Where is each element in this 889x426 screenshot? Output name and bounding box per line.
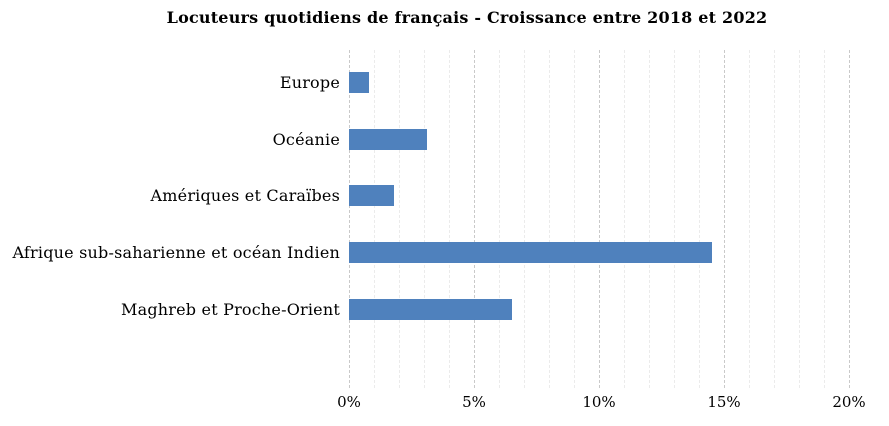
minor-gridline (449, 50, 450, 388)
category-label: Amériques et Caraïbes (150, 186, 340, 205)
bar (349, 129, 427, 150)
plot-area (349, 50, 850, 388)
value-axis: 0% 5% 10% 15% 20% (0, 393, 889, 415)
minor-gridline (774, 50, 775, 388)
x-tick-label: 15% (707, 393, 741, 411)
bar (349, 299, 512, 320)
minor-gridline (499, 50, 500, 388)
minor-gridline (699, 50, 700, 388)
minor-gridline (574, 50, 575, 388)
bar (349, 185, 394, 206)
category-label: Europe (279, 73, 340, 92)
minor-gridline (399, 50, 400, 388)
category-label: Océanie (272, 130, 340, 149)
major-gridline (724, 50, 725, 388)
chart-title: Locuteurs quotidiens de français - Crois… (166, 8, 768, 27)
major-gridline (474, 50, 475, 388)
minor-gridline (424, 50, 425, 388)
bar (349, 72, 369, 93)
x-tick-label: 0% (337, 393, 361, 411)
major-gridline (849, 50, 850, 388)
category-axis: Europe Océanie Amériques et Caraïbes Afriqu… (0, 50, 340, 388)
x-tick-label: 5% (462, 393, 486, 411)
major-gridline (599, 50, 600, 388)
minor-gridline (824, 50, 825, 388)
category-label: Maghreb et Proche-Orient (121, 300, 340, 319)
category-label: Afrique sub-saharienne et océan Indien (12, 243, 340, 262)
x-tick-label: 10% (582, 393, 616, 411)
x-tick-label: 20% (832, 393, 866, 411)
minor-gridline (749, 50, 750, 388)
minor-gridline (649, 50, 650, 388)
minor-gridline (524, 50, 525, 388)
minor-gridline (624, 50, 625, 388)
minor-gridline (674, 50, 675, 388)
bar (349, 242, 712, 263)
minor-gridline (549, 50, 550, 388)
major-gridline (349, 50, 350, 388)
minor-gridline (799, 50, 800, 388)
minor-gridline (374, 50, 375, 388)
